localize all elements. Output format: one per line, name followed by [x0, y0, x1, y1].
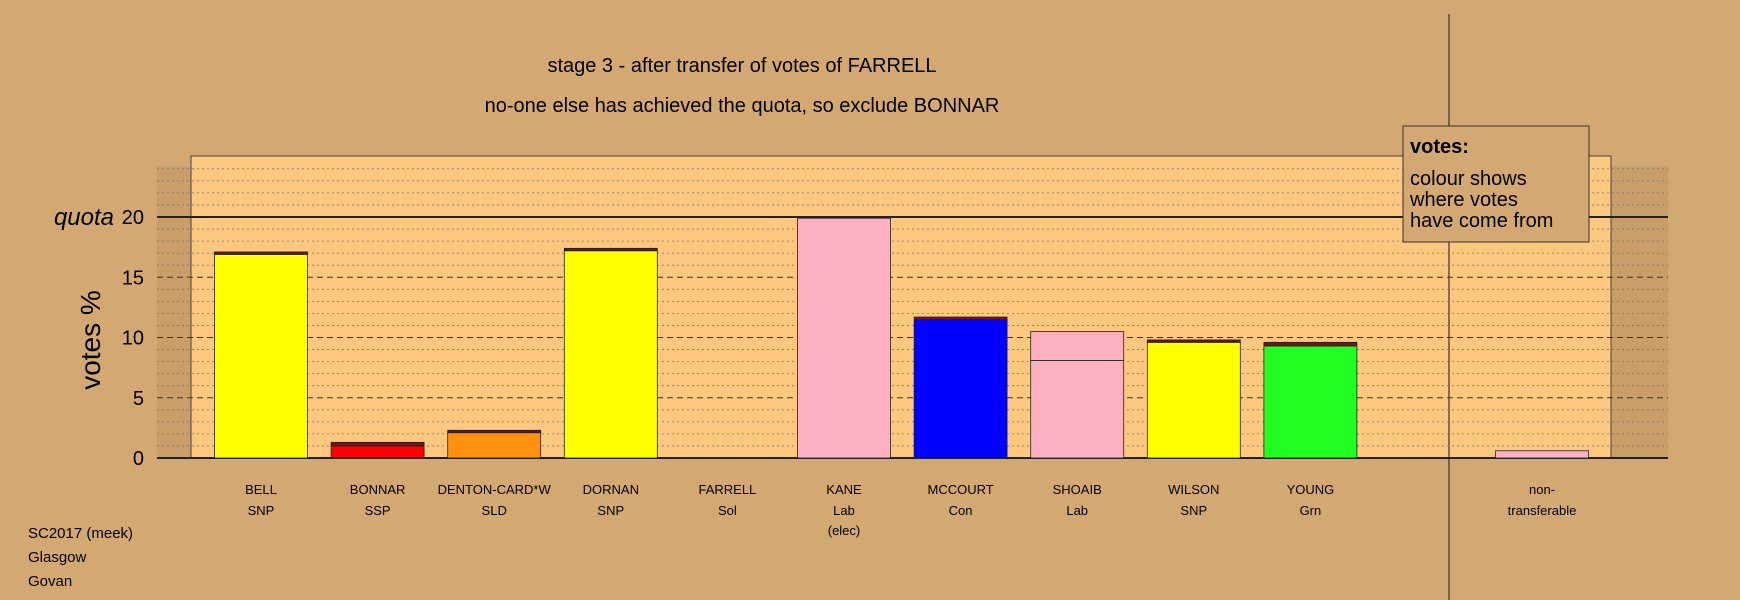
legend-line-3: have come from: [1410, 210, 1553, 232]
legend-title: votes:: [1410, 136, 1469, 158]
bar-wilson-segment-0: [1146, 341, 1241, 459]
y-axis-label: votes %: [75, 290, 106, 390]
bar-young-segment-1: [1263, 341, 1358, 347]
bar-dornan-segment-0: [563, 250, 658, 459]
bar-mccourt-segment-0: [913, 319, 1008, 459]
plot-margin-right: [1611, 166, 1668, 458]
candidate-name: BONNAR: [350, 482, 406, 497]
bar-shoaib-segment-1: [1030, 331, 1125, 361]
candidate-party: SNP: [1180, 503, 1207, 518]
candidate-name: KANE: [826, 482, 862, 497]
nontransferable-label-2: transferable: [1508, 503, 1577, 518]
bar-farrell-segment-0: [680, 456, 775, 459]
legend-line-1: colour shows: [1410, 168, 1527, 190]
candidate-party: Sol: [718, 503, 737, 518]
chart-title: stage 3 - after transfer of votes of FAR…: [547, 55, 936, 77]
quota-label: quota: [54, 204, 114, 231]
plot-area: [190, 155, 1612, 459]
bar-bell-segment-1: [214, 251, 308, 255]
y-tick-label: 0: [133, 448, 144, 470]
bar-dentoncardw-segment-1: [447, 429, 542, 434]
candidate-note: (elec): [828, 523, 861, 538]
y-tick-label: 15: [122, 267, 144, 289]
candidate-name: BELL: [245, 482, 277, 497]
y-tick-label: 10: [122, 328, 144, 350]
footer-line-1: SC2017 (meek): [28, 525, 133, 542]
bar-bonnar-segment-1: [330, 441, 425, 447]
footer-line-3: Govan: [28, 573, 72, 590]
bar-bell-segment-0: [214, 253, 308, 459]
y-tick-label: 5: [133, 388, 144, 410]
nontransferable-label-1: non-: [1529, 482, 1555, 497]
candidate-party: Lab: [833, 503, 855, 518]
chart-subtitle: no-one else has achieved the quota, so e…: [485, 95, 1000, 117]
bar-nontransferable-segment-0: [1495, 450, 1589, 459]
y-ticks: 0 5 10 15 20: [122, 207, 144, 470]
candidate-party: SLD: [482, 503, 507, 518]
plot-margin-left: [157, 166, 191, 458]
candidate-name: SHOAIB: [1053, 482, 1102, 497]
candidate-name: DORNAN: [583, 482, 639, 497]
bar-shoaib-segment-0: [1030, 359, 1125, 459]
bar-young-segment-0: [1263, 345, 1358, 459]
bar-dornan-segment-1: [563, 247, 658, 252]
bar-wilson-segment-1: [1146, 339, 1241, 343]
candidate-party: SNP: [248, 503, 275, 518]
bar-kane-segment-0: [797, 217, 891, 459]
bars: [214, 217, 1589, 459]
candidate-party: SNP: [597, 503, 624, 518]
y-tick-label: 20: [122, 207, 144, 229]
bar-dentoncardw-segment-0: [447, 432, 542, 459]
x-labels: BELL SNP BONNAR SSP DENTON-CARD*W SLD DORNAN SN…: [245, 482, 1576, 538]
legend-box: [1402, 125, 1590, 243]
candidate-party: Lab: [1066, 503, 1088, 518]
candidate-name: MCCOURT: [927, 482, 993, 497]
footer-line-2: Glasgow: [28, 549, 87, 566]
candidate-name: WILSON: [1168, 482, 1219, 497]
candidate-party: SSP: [365, 503, 391, 518]
bar-bonnar-segment-0: [330, 445, 425, 459]
legend: votes: colour shows where votes have com…: [1402, 125, 1590, 243]
candidate-party: Con: [949, 503, 973, 518]
bar-mccourt-segment-1: [913, 316, 1008, 320]
candidate-name: DENTON-CARD*W: [438, 482, 552, 497]
candidate-party: Grn: [1300, 503, 1322, 518]
candidate-name: FARRELL: [698, 482, 756, 497]
candidate-name: YOUNG: [1287, 482, 1335, 497]
legend-line-2: where votes: [1409, 189, 1518, 211]
